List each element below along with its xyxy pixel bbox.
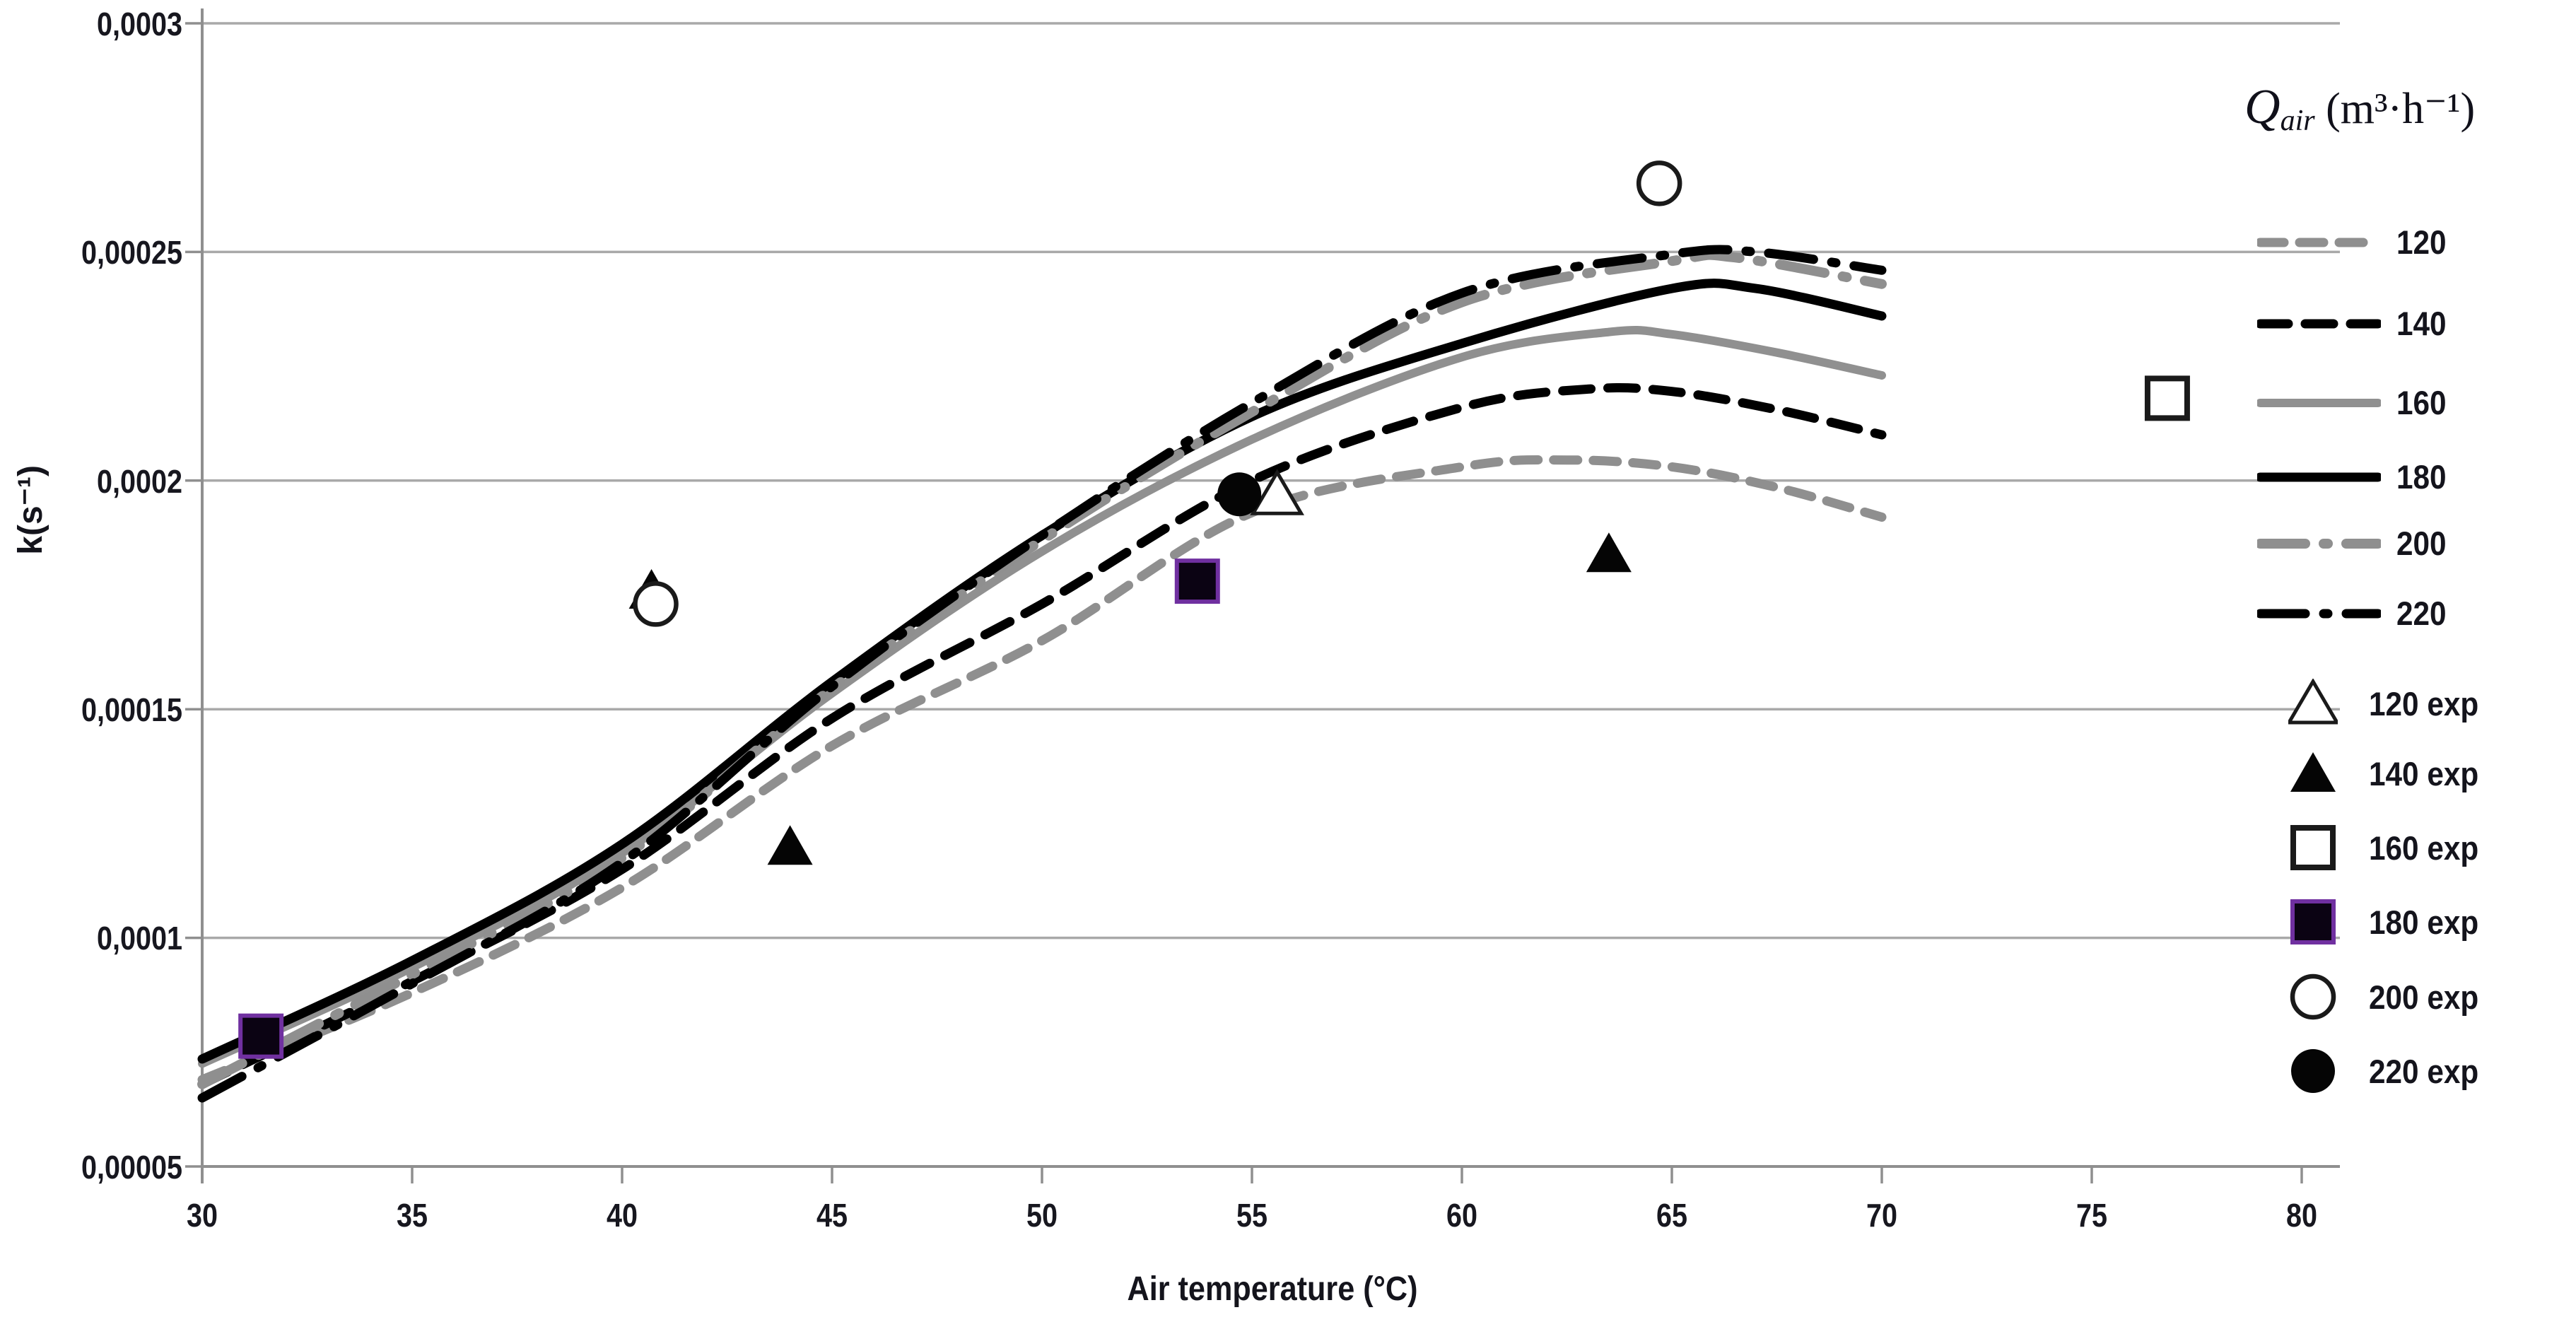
legend-marker-sample	[2288, 1046, 2338, 1096]
legend-line-sample	[2257, 599, 2381, 628]
legend-entry-220-exp: 220 exp	[2288, 1046, 2490, 1096]
legend-entry-200: 200	[2257, 524, 2452, 563]
legend-label: 120 exp	[2369, 684, 2479, 723]
y-tick-label: 0,0001	[96, 920, 182, 957]
legend-entry-140: 140	[2257, 304, 2452, 343]
x-tick-label: 50	[1026, 1197, 1058, 1234]
y-axis-title: k(s⁻¹)	[12, 465, 49, 555]
legend-title-sub: air	[2280, 105, 2315, 137]
legend-marker-sample	[2288, 897, 2338, 947]
legend-marker-120-exp	[2288, 679, 2338, 725]
legend-marker-140-exp	[2290, 752, 2336, 792]
legend-label: 220	[2396, 595, 2447, 632]
x-axis-title: Air temperature (°C)	[1127, 1270, 1418, 1308]
legend-marker-sample	[2288, 749, 2338, 798]
legend-label: 160	[2396, 384, 2447, 421]
legend-marker-220-exp	[2291, 1049, 2335, 1093]
legend-line-sample	[2257, 228, 2381, 257]
legend-marker-200-exp	[2290, 973, 2336, 1020]
legend-entry-220: 220	[2257, 594, 2452, 633]
x-tick-label: 35	[396, 1197, 428, 1234]
legend-title-units: (m³·h⁻¹)	[2314, 85, 2476, 133]
legend-line-sample	[2257, 530, 2381, 558]
curve-220	[197, 245, 1887, 1103]
legend-entry-120: 120	[2257, 223, 2452, 262]
x-tick-label: 55	[1236, 1197, 1267, 1234]
legend-entry-200-exp: 200 exp	[2288, 972, 2490, 1022]
legend-label: 180 exp	[2369, 903, 2479, 941]
legend-label: 200 exp	[2369, 978, 2479, 1016]
legend-line-sample	[2257, 310, 2381, 338]
legend-label: 140 exp	[2369, 754, 2479, 792]
legend-entry-120-exp: 120 exp	[2288, 679, 2490, 728]
legend-marker-sample	[2288, 823, 2338, 872]
y-tick-label: 0,0002	[96, 463, 182, 500]
legend-entry-180: 180	[2257, 457, 2452, 496]
legend-line-sample	[2257, 463, 2381, 491]
y-tick-label: 0,00025	[81, 234, 182, 271]
marker-140-exp	[767, 825, 813, 865]
curve-180	[197, 279, 1887, 1064]
legend-entry-180-exp: 180 exp	[2288, 897, 2490, 947]
legend-label: 220 exp	[2369, 1052, 2479, 1090]
legend-label: 200	[2396, 525, 2447, 562]
marker-200-exp	[1636, 160, 1682, 206]
x-tick-label: 65	[1656, 1197, 1687, 1234]
legend-title: Qair (m³·h⁻¹)	[2244, 79, 2576, 138]
legend-marker-160-exp	[2290, 825, 2336, 870]
y-tick-label: 0,0003	[96, 6, 182, 42]
x-tick-label: 70	[1866, 1197, 1897, 1234]
legend-marker-sample	[2288, 972, 2338, 1022]
legend-label: 160 exp	[2369, 829, 2479, 867]
marker-220-exp	[1217, 472, 1262, 517]
x-tick-label: 30	[186, 1197, 218, 1234]
legend-marker-180-exp	[2290, 899, 2336, 944]
legend-entry-140-exp: 140 exp	[2288, 749, 2490, 798]
legend-label: 180	[2396, 458, 2447, 496]
marker-180-exp	[238, 1013, 284, 1059]
curve-140	[197, 383, 1887, 1089]
marker-140-exp	[1586, 532, 1632, 573]
x-tick-label: 80	[2285, 1197, 2317, 1234]
y-tick-label: 0,00005	[81, 1149, 182, 1186]
legend-entry-160: 160	[2257, 383, 2452, 422]
legend-marker-sample	[2288, 679, 2338, 728]
x-tick-label: 45	[816, 1197, 848, 1234]
y-tick-label: 0,00015	[81, 691, 182, 728]
x-tick-label: 60	[1446, 1197, 1477, 1234]
x-tick-label: 75	[2076, 1197, 2107, 1234]
legend-title-q: Q	[2244, 80, 2281, 134]
marker-120-exp	[1250, 469, 1305, 515]
marker-180-exp	[1174, 558, 1220, 604]
curve-120	[197, 455, 1887, 1084]
legend-entry-160-exp: 160 exp	[2288, 823, 2490, 872]
legend-label: 140	[2396, 305, 2447, 342]
marker-200-exp	[633, 581, 679, 627]
legend-line-sample	[2257, 389, 2381, 417]
x-tick-label: 40	[606, 1197, 638, 1234]
legend-label: 120	[2396, 223, 2447, 261]
marker-160-exp	[2144, 375, 2190, 421]
